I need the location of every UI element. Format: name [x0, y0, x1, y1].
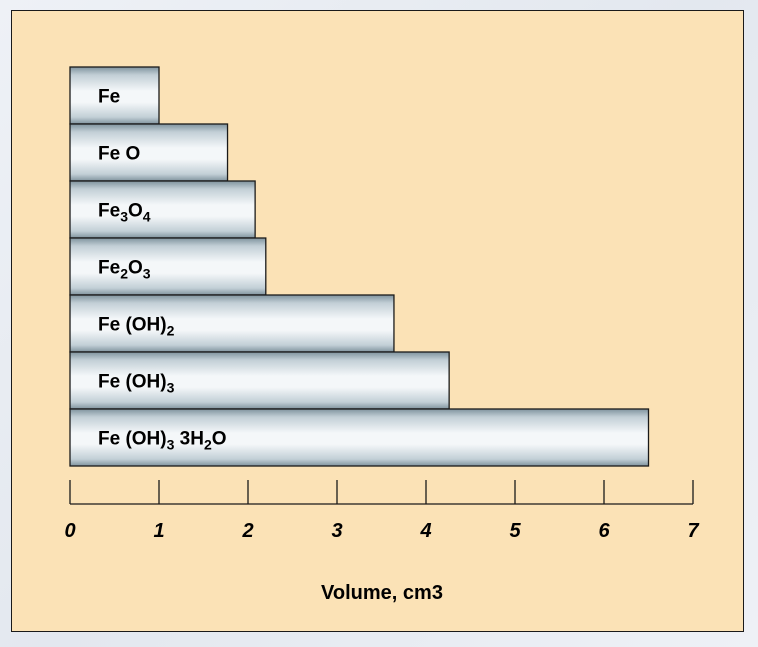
- bar-fe-oh-2: [69, 294, 395, 353]
- bar-fe-o: [69, 123, 229, 182]
- bar-fe: [69, 66, 160, 125]
- bar-fe-oh-3: [69, 351, 450, 410]
- x-tick-label: 4: [419, 520, 431, 542]
- bar-label: Fe3O4: [98, 201, 151, 225]
- chart-frame: Fe Fe O Fe3O4 Fe2O3 Fe (OH)2 Fe (OH)3 Fe (OH)3…: [11, 10, 744, 632]
- x-tick-label: 5: [509, 520, 521, 542]
- x-tick-label: 3: [331, 520, 342, 542]
- bar-label: Fe (OH)3 3H2O: [98, 429, 227, 453]
- bar-label: Fe (OH)3: [98, 372, 175, 396]
- bar-label: Fe (OH)2: [98, 315, 175, 339]
- bar-label: Fe O: [98, 144, 140, 165]
- bar-fe-oh-3-3h2o: [69, 408, 650, 467]
- bar-label: Fe: [98, 87, 120, 108]
- x-tick-label: 1: [153, 520, 164, 542]
- x-tick-label: 7: [687, 520, 699, 542]
- x-tick-label: 2: [241, 520, 253, 542]
- x-tick-label: 6: [598, 520, 610, 542]
- bar-fe3o4: [69, 180, 256, 239]
- bar-label: Fe2O3: [98, 258, 151, 282]
- bar-fe2o3: [69, 237, 267, 296]
- x-tick-label: 0: [64, 520, 75, 542]
- volume-bar-chart: Fe Fe O Fe3O4 Fe2O3 Fe (OH)2 Fe (OH)3 Fe (OH)3…: [64, 66, 699, 604]
- x-axis-title: Volume, cm3: [321, 582, 443, 604]
